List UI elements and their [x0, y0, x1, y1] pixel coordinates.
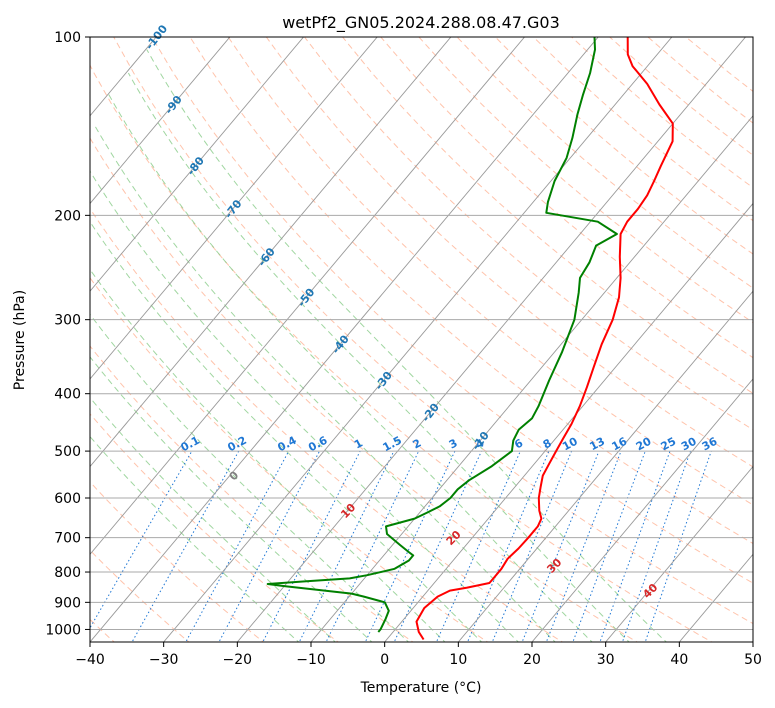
moist-adiabat — [127, 72, 630, 642]
mixing-ratio-label: 20 — [634, 435, 654, 454]
mixing-ratio-line — [572, 450, 646, 642]
mixing-ratio-line — [621, 450, 691, 642]
moist-adiabat — [90, 313, 410, 642]
y-tick-label: 900 — [54, 595, 81, 611]
x-tick-label: 40 — [670, 652, 688, 668]
isotherm-line — [384, 202, 753, 642]
y-tick-label: 400 — [54, 387, 81, 403]
dewpoint-line — [266, 37, 618, 633]
y-tick-label: 100 — [54, 30, 81, 46]
isotherm-line — [752, 641, 753, 642]
moist-adiabat — [93, 123, 556, 642]
moist-adiabat — [90, 170, 520, 642]
mixing-ratio-label: 3 — [447, 436, 460, 451]
x-tick-label: 10 — [449, 652, 467, 668]
dry-adiabat — [189, 37, 753, 545]
mixing-ratio-label: 25 — [659, 435, 679, 454]
isotherm-line — [90, 37, 526, 556]
isotherm-line — [678, 553, 753, 642]
mixing-ratio-line — [364, 450, 456, 642]
x-tick-label: −10 — [296, 652, 326, 668]
x-tick-label: 50 — [744, 652, 762, 668]
isotherm-line — [531, 378, 753, 642]
profiles — [266, 37, 674, 641]
axes: −40 −30 −20 −10 0 10 20 30 40 50 1000 900 800 700 600 5… — [45, 30, 762, 668]
mixing-ratio-label: 2 — [411, 436, 424, 451]
moist-adiabat — [90, 220, 483, 642]
moist-adiabat — [90, 268, 446, 642]
mixing-ratio-line — [521, 450, 600, 642]
mixing-ratio-label: 6 — [512, 436, 525, 451]
isotherm-line — [310, 115, 753, 642]
mixing-ratio-label: 10 — [560, 435, 580, 454]
mixing-ratio-line — [185, 450, 290, 642]
isotherm-line — [90, 37, 231, 205]
moist-adiabat — [108, 94, 593, 642]
y-tick-label: 500 — [54, 444, 81, 460]
moist-adiabat — [90, 435, 300, 642]
y-tick-label: 300 — [54, 313, 81, 329]
moist-adiabat — [90, 396, 336, 642]
chart-title: wetPf2_GN05.2024.288.08.47.G03 — [282, 13, 560, 33]
dry-adiabat — [418, 37, 753, 324]
isotherm-line — [90, 37, 378, 380]
isotherm-line — [457, 290, 753, 642]
isotherm-line — [90, 37, 305, 292]
dry-adiabat — [304, 37, 753, 431]
dry-adiabat — [90, 207, 564, 642]
y-tick-label: 700 — [54, 531, 81, 547]
isotherm-line — [90, 37, 599, 642]
mixing-ratio-line — [218, 450, 320, 642]
moist-adiabat-label: 20 — [444, 528, 464, 548]
x-tick-label: −40 — [75, 652, 105, 668]
mixing-ratio-line — [298, 450, 395, 642]
dry-adiabat — [380, 37, 753, 359]
x-tick-label: 30 — [597, 652, 615, 668]
mixing-ratio-line — [491, 450, 573, 642]
y-tick-label: 600 — [54, 491, 81, 507]
dry-adiabat — [90, 413, 340, 642]
isotherm-line — [163, 37, 673, 642]
plot-frame — [89, 36, 754, 643]
mixing-ratio-label: 16 — [610, 435, 630, 454]
moist-adiabat — [90, 356, 373, 642]
mixing-ratio-label: 8 — [541, 436, 554, 451]
temperature-line — [415, 37, 674, 641]
isotherm-line — [236, 37, 747, 642]
mixing-ratio-label: 13 — [587, 435, 607, 454]
mixing-ratio-line — [467, 450, 550, 642]
y-tick-label: 200 — [54, 208, 81, 224]
x-axis-label: Temperature (°C) — [360, 680, 482, 696]
moist-adiabat — [146, 49, 668, 642]
x-tick-label: −30 — [149, 652, 179, 668]
y-tick-label: 1000 — [45, 622, 81, 638]
mixing-ratio-label: 30 — [679, 435, 699, 454]
dry-adiabat — [685, 37, 753, 92]
mixing-ratio-line — [262, 450, 361, 642]
dry-adiabat — [227, 37, 753, 506]
x-tick-label: 20 — [523, 652, 541, 668]
dry-adiabat — [90, 481, 265, 642]
isotherm-line — [605, 465, 753, 642]
background-lines — [90, 37, 753, 642]
y-tick-label: 800 — [54, 565, 81, 581]
dry-adiabat — [342, 37, 753, 394]
x-tick-label: −20 — [223, 652, 253, 668]
mixing-ratio-line — [90, 450, 193, 629]
isotherm-line — [90, 37, 452, 468]
y-axis-label: Pressure (hPa) — [12, 290, 28, 390]
x-tick-label: 0 — [380, 652, 389, 668]
mixing-ratio-label: 36 — [700, 435, 720, 454]
mixing-ratio-line — [545, 450, 622, 642]
mixing-ratio-line — [131, 450, 240, 642]
